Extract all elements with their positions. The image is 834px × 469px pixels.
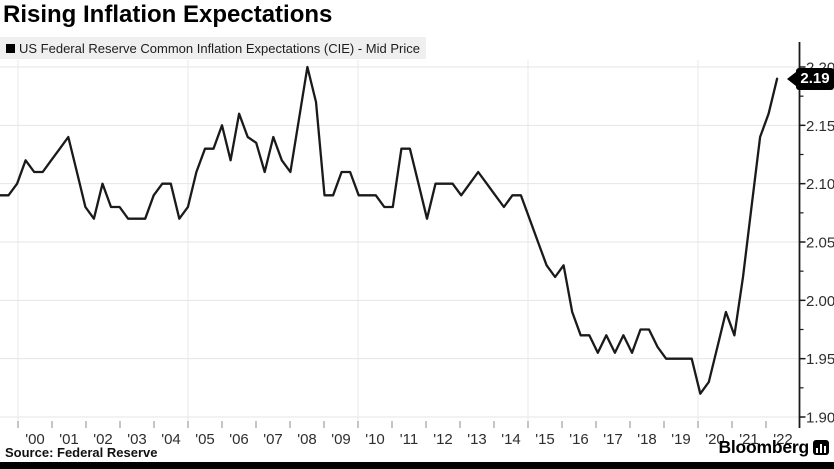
- bloomberg-logo: Bloomberg: [718, 437, 829, 458]
- x-tick-label: '03: [127, 431, 147, 448]
- last-price-tag: 2.19: [796, 68, 834, 90]
- y-tick-label: 1.95: [806, 351, 834, 368]
- x-tick-label: '17: [603, 431, 623, 448]
- y-tick-label: 2.05: [806, 235, 834, 252]
- legend: US Federal Reserve Common Inflation Expe…: [0, 37, 426, 59]
- bloomberg-wordmark: Bloomberg: [718, 437, 809, 457]
- x-tick-label: '15: [535, 431, 555, 448]
- last-price-label: 2.19: [800, 70, 830, 87]
- bloomberg-terminal-icon: [813, 440, 829, 455]
- x-tick-label: '07: [263, 431, 283, 448]
- x-tick-label: '22: [773, 431, 793, 448]
- source-label: Source: Federal Reserve: [5, 445, 158, 460]
- x-tick-label: '11: [400, 431, 418, 448]
- bottom-bar: [0, 462, 834, 469]
- x-tick-label: '00: [25, 431, 45, 448]
- page-title: Rising Inflation Expectations: [3, 1, 333, 28]
- y-tick-label: 1.90: [806, 410, 834, 427]
- x-tick-label: '16: [569, 431, 589, 448]
- x-tick-label: '13: [467, 431, 487, 448]
- x-tick-label: '21: [739, 431, 759, 448]
- x-tick-label: '20: [705, 431, 725, 448]
- x-tick-label: '08: [297, 431, 317, 448]
- y-tick-label: 2.00: [806, 293, 834, 310]
- legend-swatch-icon: [6, 43, 15, 53]
- x-tick-label: '14: [501, 431, 521, 448]
- y-tick-label: 2.10: [806, 176, 834, 193]
- x-tick-label: '01: [59, 431, 79, 448]
- x-tick-label: '06: [229, 431, 249, 448]
- legend-label: US Federal Reserve Common Inflation Expe…: [19, 40, 420, 56]
- x-tick-label: '19: [671, 431, 691, 448]
- y-tick-label: 2.15: [806, 118, 834, 135]
- x-tick-label: '12: [433, 431, 453, 448]
- x-tick-label: '05: [195, 431, 215, 448]
- x-tick-label: '02: [93, 431, 113, 448]
- x-tick-label: '10: [365, 431, 385, 448]
- x-tick-label: '09: [331, 431, 351, 448]
- series-line: [0, 65, 779, 395]
- x-tick-label: '18: [637, 431, 657, 448]
- x-tick-label: '04: [161, 431, 181, 448]
